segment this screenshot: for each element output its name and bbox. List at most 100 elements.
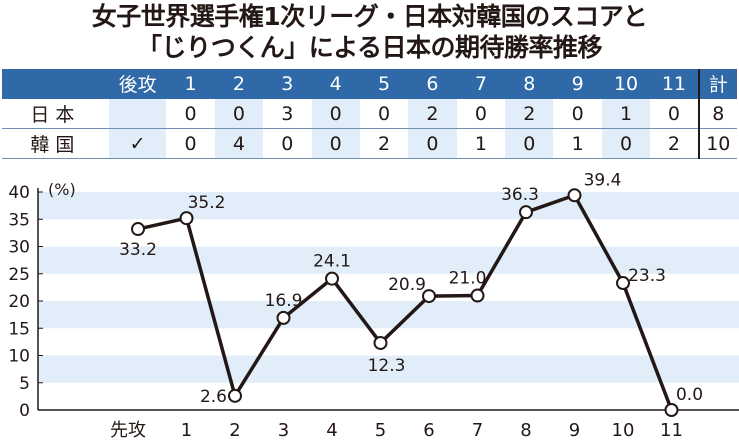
- header-end-6: 6: [408, 69, 457, 99]
- series-path: [137, 193, 674, 411]
- chart-title-line-1: 女子世界選手権1次リーグ・日本対韓国のスコアと: [91, 2, 648, 31]
- data-label: 12.3: [368, 356, 406, 376]
- data-point: [422, 289, 436, 304]
- data-label: 33.2: [119, 240, 157, 260]
- grid-bands: [38, 192, 739, 383]
- y-tick-label: 10: [8, 347, 30, 367]
- x-tick-labels: 先攻 1 2 3 4 5 6 7 8 9 10 11: [110, 420, 683, 441]
- x-tick-label: 6: [423, 420, 434, 441]
- header-end-5: 5: [359, 69, 409, 99]
- x-tick-label: 8: [520, 420, 531, 441]
- score-table-header-row: 後攻 1 2 3 4 5 6 7 8 9 10 11 計: [2, 69, 737, 99]
- score-cell: 0: [359, 98, 409, 129]
- score-cell: 0: [650, 98, 699, 129]
- team-name: 日本: [2, 98, 109, 129]
- score-cell: 1: [456, 128, 506, 159]
- x-tick-label: 3: [278, 420, 289, 441]
- x-tick-label: 7: [472, 420, 483, 441]
- y-tick-label: 0: [19, 401, 30, 421]
- data-label: 39.4: [584, 172, 622, 190]
- grid-band: [38, 246, 739, 274]
- data-point: [664, 403, 679, 417]
- score-cell: 0: [166, 128, 215, 159]
- y-tick-label: 25: [8, 265, 30, 285]
- score-cell: 1: [601, 98, 651, 129]
- x-tick-label: 5: [375, 420, 386, 441]
- score-cell: 0: [214, 98, 264, 129]
- data-label: 24.1: [313, 252, 351, 272]
- score-cell: 1: [553, 128, 602, 159]
- y-tick-label: 35: [8, 210, 30, 230]
- score-cell: 2: [505, 98, 554, 129]
- data-point: [228, 388, 242, 403]
- data-point: [325, 271, 339, 286]
- data-points: [131, 188, 679, 417]
- hammer-mark: [108, 98, 167, 129]
- score-cell: 0: [311, 128, 360, 159]
- score-table: 後攻 1 2 3 4 5 6 7 8 9 10 11 計 日本 0 0 3 0 …: [2, 69, 737, 159]
- header-end-8: 8: [505, 69, 554, 99]
- grid-band: [38, 355, 739, 383]
- header-end-7: 7: [456, 69, 506, 99]
- data-label: 23.3: [628, 266, 666, 286]
- data-label: 36.3: [501, 185, 539, 205]
- x-tick-label: 先攻: [110, 420, 146, 441]
- grid-band: [38, 192, 739, 220]
- header-total: 計: [697, 69, 737, 99]
- score-cell: 0: [553, 98, 602, 129]
- data-point: [131, 222, 145, 237]
- grid-band: [38, 301, 739, 329]
- data-label: 35.2: [188, 193, 226, 213]
- total-cell: 10: [697, 128, 737, 159]
- score-cell: 2: [650, 128, 699, 159]
- chart-title-line-2: 「じりつくん」による日本の期待勝率推移: [136, 33, 603, 62]
- x-tick-label: 11: [660, 420, 683, 441]
- team-name: 韓国: [2, 128, 109, 159]
- series-line: [137, 193, 674, 411]
- header-hammer: 後攻: [108, 69, 167, 99]
- x-tick-label: 2: [229, 420, 240, 441]
- total-cell: 8: [697, 98, 737, 129]
- data-point: [470, 288, 485, 303]
- y-tick-label: 40: [8, 183, 30, 203]
- x-tick-label: 4: [326, 420, 337, 441]
- score-cell: 2: [359, 128, 409, 159]
- data-point: [179, 211, 194, 226]
- data-label: 21.0: [449, 269, 487, 289]
- header-end-2: 2: [214, 69, 264, 99]
- header-end-10: 10: [601, 69, 651, 99]
- x-tick-label: 10: [612, 420, 635, 441]
- header-end-1: 1: [166, 69, 215, 99]
- score-cell: 3: [263, 98, 312, 129]
- y-tick-label: 20: [8, 292, 30, 312]
- score-cell: 0: [263, 128, 312, 159]
- score-row-korea: 韓国 ✓ 0 4 0 0 2 0 1 0 1 0 2 10: [2, 128, 737, 159]
- data-labels: 33.2 35.2 2.6 16.9 24.1 12.3 20.9 21.0 36.3 39.4 2…: [119, 172, 703, 407]
- score-cell: 0: [166, 98, 215, 129]
- y-axis-unit-label: (%): [48, 180, 76, 199]
- score-cell: 0: [311, 98, 360, 129]
- data-point: [567, 188, 582, 203]
- header-end-9: 9: [553, 69, 602, 99]
- x-tick-label: 9: [569, 420, 580, 441]
- score-row-japan: 日本 0 0 3 0 0 2 0 2 0 1 0 8: [2, 98, 737, 129]
- score-cell: 2: [408, 98, 457, 129]
- data-point: [519, 205, 533, 220]
- hammer-mark: ✓: [108, 128, 167, 159]
- data-point: [616, 276, 630, 291]
- data-label: 2.6: [200, 387, 227, 407]
- y-tick-label: 5: [19, 374, 30, 394]
- data-point: [276, 310, 291, 325]
- data-label: 20.9: [388, 275, 426, 295]
- data-point: [373, 335, 388, 350]
- score-cell: 0: [601, 128, 651, 159]
- header-end-4: 4: [311, 69, 360, 99]
- score-cell: 0: [505, 128, 554, 159]
- y-tick-label: 30: [8, 238, 30, 258]
- x-tick-label: 1: [181, 420, 192, 441]
- y-tick-labels: 0 5 10 15 20 25 30 35 40: [8, 183, 43, 421]
- y-tick-label: 15: [8, 319, 30, 339]
- score-cell: 0: [408, 128, 457, 159]
- header-team-cell: [2, 69, 109, 99]
- data-label: 0.0: [676, 385, 703, 405]
